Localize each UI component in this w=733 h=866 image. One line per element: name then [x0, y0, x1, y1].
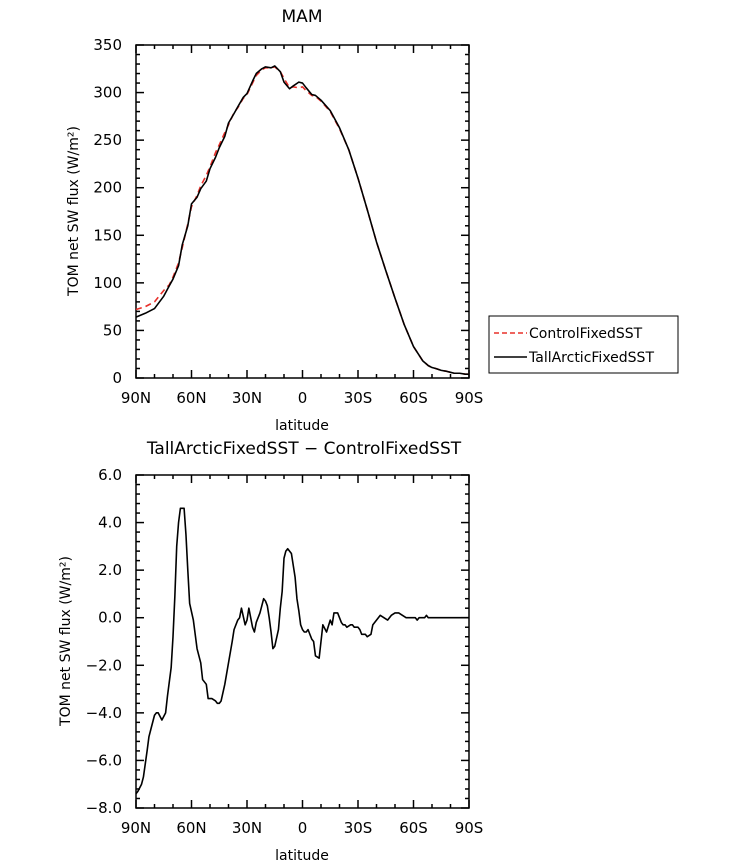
x-tick-label: 90S [455, 389, 484, 407]
bottom-x-axis-label: latitude [275, 848, 329, 864]
top-chart: MAM 90N 60N 30N 0 30S 60S 90S 0 50 100 150 200 250 3… [66, 7, 483, 434]
y-tick-label: −6.0 [86, 751, 122, 769]
y-tick-label: 2.0 [98, 561, 122, 579]
x-tick-label: 60S [399, 819, 428, 837]
x-tick-label: 60N [176, 389, 206, 407]
difference-series-line [135, 507, 469, 795]
controlfixedsst-series-line [135, 66, 469, 375]
y-tick-label: −8.0 [86, 799, 122, 817]
bottom-chart-title: TallArcticFixedSST − ControlFixedSST [146, 439, 462, 459]
y-tick-label: 200 [93, 179, 122, 197]
y-tick-label: 0.0 [98, 609, 122, 627]
legend: ControlFixedSST TallArcticFixedSST [488, 315, 679, 374]
top-x-axis-label: latitude [275, 418, 329, 434]
y-tick-label: −2.0 [86, 656, 122, 674]
x-tick-label: 30N [232, 389, 262, 407]
bottom-chart: TallArcticFixedSST − ControlFixedSST 90N… [58, 439, 483, 864]
bottom-axis-ticks [135, 474, 470, 809]
x-tick-label: 30N [232, 819, 262, 837]
y-tick-label: 6.0 [98, 466, 122, 484]
bottom-series-lines [135, 507, 469, 795]
y-tick-label: 50 [103, 321, 122, 339]
x-tick-label: 60S [399, 389, 428, 407]
legend-box [488, 315, 679, 374]
y-tick-label: 150 [93, 226, 122, 244]
top-axis-ticks [135, 44, 470, 379]
x-tick-label: 90N [121, 819, 151, 837]
bottom-y-tick-labels: 6.0 4.0 2.0 0.0 −2.0 −4.0 −6.0 −8.0 [86, 466, 122, 817]
top-x-tick-labels: 90N 60N 30N 0 30S 60S 90S [121, 389, 483, 407]
y-tick-label: 0 [112, 369, 122, 387]
y-tick-label: 100 [93, 274, 122, 292]
x-tick-label: 0 [298, 819, 308, 837]
x-tick-label: 0 [298, 389, 308, 407]
y-tick-label: 300 [93, 84, 122, 102]
top-y-tick-labels: 0 50 100 150 200 250 300 350 [93, 36, 122, 387]
x-tick-label: 30S [344, 389, 373, 407]
y-tick-label: 350 [93, 36, 122, 54]
bottom-y-axis-label: TOM net SW flux (W/m²) [58, 556, 74, 727]
x-tick-label: 30S [344, 819, 373, 837]
x-tick-label: 90S [455, 819, 484, 837]
tallarcticfixedsst-series-line [135, 65, 469, 375]
legend-label-tallarctic: TallArcticFixedSST [528, 350, 654, 366]
x-tick-label: 60N [176, 819, 206, 837]
y-tick-label: −4.0 [86, 704, 122, 722]
bottom-x-tick-labels: 90N 60N 30N 0 30S 60S 90S [121, 819, 483, 837]
legend-label-control: ControlFixedSST [529, 326, 643, 342]
top-series-lines [135, 65, 469, 375]
top-plot-frame [135, 44, 470, 379]
x-tick-label: 90N [121, 389, 151, 407]
top-y-axis-label: TOM net SW flux (W/m²) [66, 126, 82, 297]
top-chart-title: MAM [282, 7, 323, 27]
y-tick-label: 250 [93, 131, 122, 149]
y-tick-label: 4.0 [98, 514, 122, 532]
